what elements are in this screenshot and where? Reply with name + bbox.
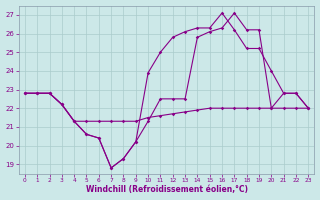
X-axis label: Windchill (Refroidissement éolien,°C): Windchill (Refroidissement éolien,°C) [85, 185, 248, 194]
